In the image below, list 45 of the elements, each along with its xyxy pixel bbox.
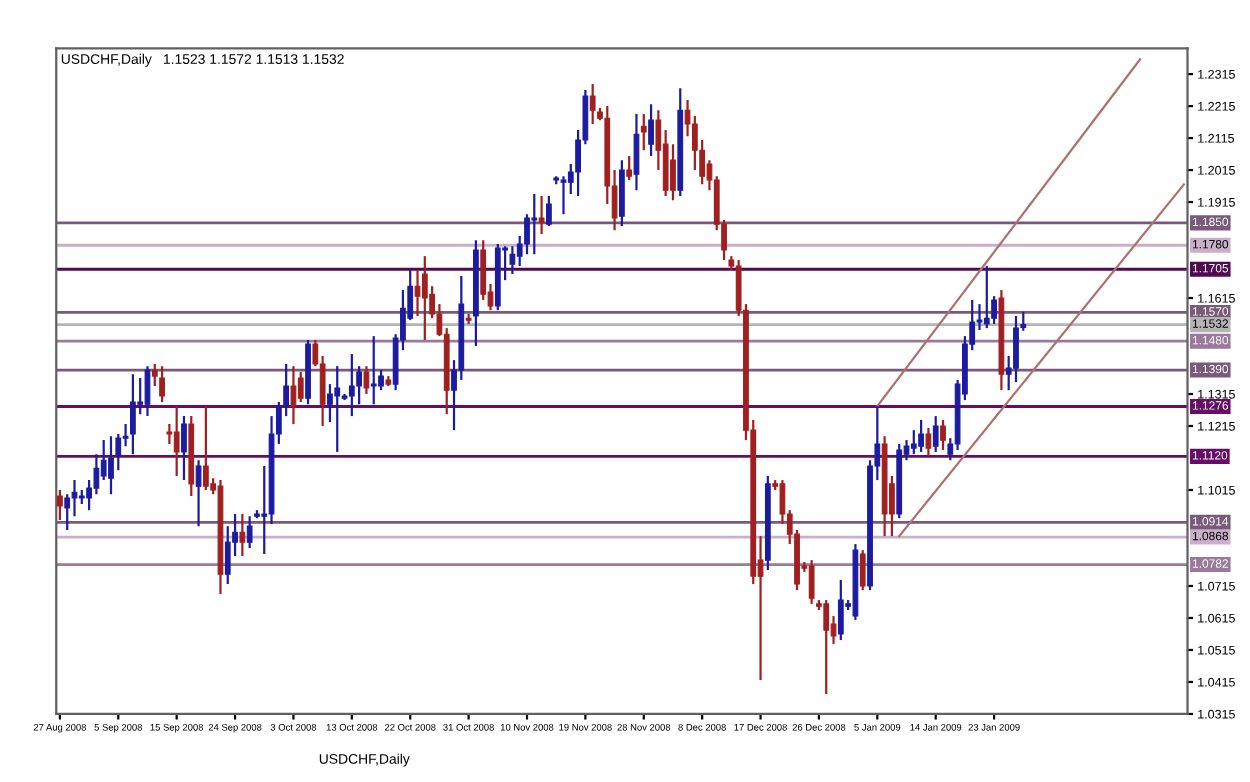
candlestick [480,239,487,302]
candlestick [348,352,355,418]
candlestick [290,365,297,426]
candlestick [837,578,844,642]
candlestick [932,414,939,454]
candlestick [246,515,253,550]
candlestick [166,422,173,446]
candlestick [859,549,866,592]
candlestick [626,154,633,182]
candlestick [509,245,516,276]
candlestick [618,159,625,228]
candlestick [334,365,341,454]
candlestick [808,558,815,606]
candlestick [1013,314,1019,384]
candlestick [940,418,946,452]
candlestick [925,426,932,458]
candlestick [173,405,180,478]
candlestick [640,112,647,152]
candlestick [421,255,428,342]
candlestick [670,143,676,202]
candlestick [589,82,596,126]
candlestick [202,405,209,492]
candlestick [662,128,669,198]
candlestick [546,194,552,228]
candlestick [57,488,63,522]
candlestick [181,414,187,482]
candlestick [531,192,538,256]
candlestick [239,512,246,558]
candlestick [538,194,545,236]
candlestick [195,459,202,528]
candlestick [108,435,114,496]
candlestick [465,312,472,326]
candlestick [633,112,640,192]
candlestick [129,373,136,456]
candlestick [71,478,78,518]
candlestick [648,103,654,158]
candlestick [823,598,830,696]
candlestick [560,175,567,216]
candlestick [144,365,151,418]
candlestick [363,365,370,396]
candlestick [414,269,421,318]
candlestick [983,264,990,330]
candlestick [370,335,377,406]
candlestick [159,365,165,404]
candlestick [918,418,924,454]
